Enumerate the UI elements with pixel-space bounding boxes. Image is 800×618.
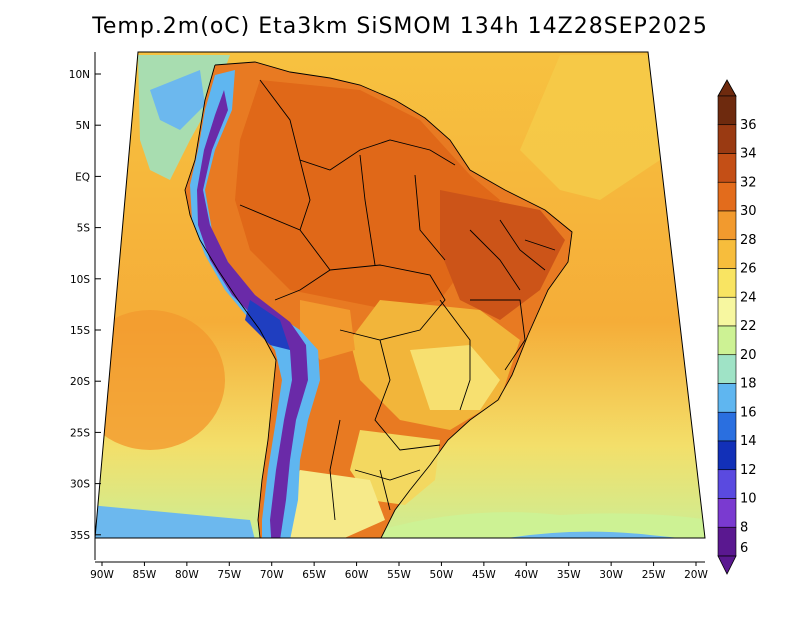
lat-tick-label: 25S	[70, 427, 90, 439]
lon-tick-label: 35W	[557, 569, 581, 581]
lon-tick-label: 55W	[387, 569, 411, 581]
map-frame	[94, 51, 706, 539]
lat-tick-label: 35S	[70, 530, 90, 542]
colorbar-label: 36	[740, 118, 757, 133]
lon-tick-label: 50W	[430, 569, 454, 581]
lon-tick-label: 85W	[133, 569, 157, 581]
colorbar-swatch	[717, 325, 737, 356]
colorbar-bottom-arrow	[717, 555, 737, 575]
colorbar-swatch	[717, 383, 737, 413]
southeast-mild-zone	[410, 345, 500, 410]
lat-tick-label: EQ	[75, 171, 90, 183]
temperature-field	[95, 52, 705, 538]
lat-tick-label: 15S	[70, 325, 90, 337]
amazon-hot-zone	[235, 80, 500, 310]
south-mild-zone	[350, 430, 440, 505]
colorbar-label: 34	[740, 147, 757, 162]
northeast-hot-zone	[440, 190, 565, 320]
colorbar-label: 6	[740, 541, 748, 556]
colorbar-swatch	[717, 411, 737, 442]
lon-tick-label: 80W	[175, 569, 199, 581]
colorbar-label: 22	[740, 319, 757, 334]
lon-tick-label: 20W	[684, 569, 708, 581]
colorbar-label: 20	[740, 348, 757, 363]
colorbar-label: 24	[740, 290, 757, 305]
lon-tick-label: 40W	[514, 569, 538, 581]
lon-tick-label: 90W	[90, 569, 114, 581]
lon-tick-label: 75W	[217, 569, 241, 581]
lat-tick-label: 10S	[70, 274, 90, 286]
colorbar-label: 26	[740, 262, 757, 277]
colorbar-label: 8	[740, 520, 748, 535]
colorbar-swatch	[717, 210, 737, 241]
colorbar-swatch	[717, 354, 737, 384]
lat-tick-label: 5S	[77, 223, 91, 235]
pampas-mild-zone	[285, 470, 385, 538]
colorbar-label: 16	[740, 405, 757, 420]
pacific-cold-patch	[150, 70, 205, 130]
colorbar-label: 10	[740, 492, 757, 507]
colorbar-swatch	[717, 268, 737, 298]
lat-tick-label: 20S	[70, 376, 90, 388]
colorbar-label: 18	[740, 377, 757, 392]
colorbar-swatch	[717, 526, 737, 557]
colorbar-swatch	[717, 498, 737, 528]
colorbar-top-arrow	[717, 79, 737, 97]
lon-tick-label: 30W	[599, 569, 623, 581]
colorbar-label: 28	[740, 233, 757, 248]
lat-axis: 10N 5N EQ 5S 10S 15S 20S 25S 30S 35S	[69, 69, 101, 542]
andes-frozen-core	[197, 90, 308, 538]
colorbar-swatch	[717, 239, 737, 269]
chaco-warm-zone	[300, 300, 355, 360]
colorbar-swatch	[717, 181, 737, 212]
colorbar-label: 12	[740, 463, 757, 478]
colorbar-swatch	[717, 153, 737, 183]
colorbar-label: 14	[740, 434, 757, 449]
lon-tick-label: 65W	[302, 569, 326, 581]
lat-tick-label: 5N	[75, 120, 90, 132]
colorbar-label: 32	[740, 175, 757, 190]
colorbar-swatch	[717, 440, 737, 471]
lon-tick-label: 25W	[642, 569, 666, 581]
lon-axis: 90W 85W 80W 75W 70W 65W 60W 55W 50W 45W 40W 35W 30W 2…	[90, 562, 708, 581]
country-borders	[184, 61, 573, 538]
colorbar-swatch	[717, 469, 737, 499]
lon-tick-label: 60W	[345, 569, 369, 581]
andes-deep-cold	[245, 300, 290, 350]
south-pacific-cold-area	[95, 505, 260, 538]
colorbar: 36 34 32 30 28 26 24 22 20 18 16 14 12 10 8 6	[717, 79, 757, 575]
lon-tick-label: 70W	[260, 569, 284, 581]
colorbar-swatch	[717, 296, 737, 327]
colorbar-swatch	[717, 95, 737, 126]
colorbar-label: 30	[740, 204, 757, 219]
pacific-warm-area	[95, 310, 225, 450]
atlantic-warm-area	[520, 55, 660, 200]
chart-title: Temp.2m(oC) Eta3km SiSMOM 134h 14Z28SEP2…	[92, 14, 708, 39]
colorbar-swatch	[717, 124, 737, 154]
lat-tick-label: 10N	[69, 69, 90, 81]
lat-tick-label: 30S	[70, 479, 90, 491]
lon-tick-label: 45W	[472, 569, 496, 581]
